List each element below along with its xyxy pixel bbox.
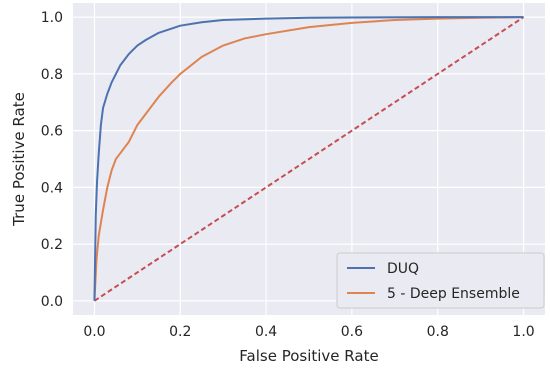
y-tick-label: 0.4	[41, 180, 63, 196]
x-tick-label: 0.8	[427, 324, 449, 340]
y-tick-label: 0.6	[41, 124, 63, 140]
series-line-duq	[93, 16, 524, 301]
series-layer	[93, 16, 525, 302]
y-tick-label: 0.8	[41, 67, 63, 83]
series-line-chance-diagonal	[93, 16, 525, 302]
series-line-deep-ensemble	[93, 16, 524, 301]
x-tick-label: 1.0	[512, 324, 534, 340]
legend-label-deep-ensemble: 5 - Deep Ensemble	[387, 286, 520, 302]
y-axis-label: True Positive Rate	[10, 92, 28, 227]
x-tick-label: 0.4	[255, 324, 277, 340]
legend-label-duq: DUQ	[387, 261, 419, 277]
x-tick-label: 0.2	[169, 324, 191, 340]
x-axis-label: False Positive Rate	[239, 347, 378, 365]
legend-box	[336, 252, 545, 309]
y-tick-label: 0.0	[41, 294, 63, 310]
y-tick-label: 1.0	[41, 10, 63, 26]
x-tick-label: 0.0	[83, 324, 105, 340]
tick-labels: 0.0 0.2 0.4 0.6 0.8 1.0 0.0 0.2 0.4 0.6 0.8 1.0	[41, 10, 535, 340]
grid	[73, 3, 545, 315]
x-tick-label: 0.6	[341, 324, 363, 340]
legend: DUQ 5 - Deep Ensemble	[336, 252, 545, 309]
y-tick-label: 0.2	[41, 237, 63, 253]
